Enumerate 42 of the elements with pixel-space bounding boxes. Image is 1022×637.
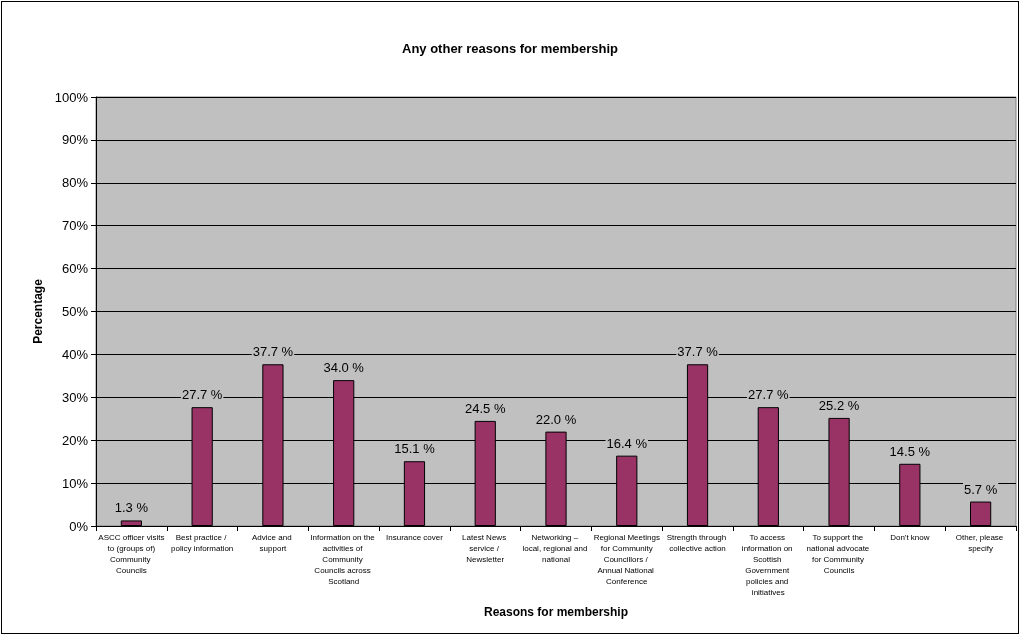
x-axis-title: Reasons for membership: [483, 605, 629, 619]
data-label: 1.3 %: [114, 500, 149, 516]
y-tick-label: 20%: [61, 432, 89, 448]
x-tick-label: To support the national advocate for Community Councils: [806, 533, 872, 575]
y-tick-label: 70%: [61, 218, 89, 234]
data-label: 37.7 %: [677, 344, 719, 360]
data-label: 5.7 %: [963, 481, 998, 497]
y-tick-label: 90%: [61, 132, 89, 148]
data-label: 34.0 %: [323, 360, 365, 376]
y-tick-label: 80%: [61, 175, 89, 191]
data-label: 14.5 %: [889, 443, 931, 459]
data-label: 27.7 %: [748, 387, 789, 403]
x-tick-label: Other, please specify: [955, 533, 1006, 553]
y-tick-label: 10%: [61, 475, 89, 491]
data-label: 27.7 %: [181, 387, 223, 403]
data-label: 15.1 %: [394, 441, 436, 457]
y-tick-label: 100%: [54, 89, 89, 105]
x-tick-label: Regional Meetings for Community Councillors / Annual National Conference: [593, 533, 660, 586]
x-tick-label: Networking – local, regional and national: [522, 533, 590, 564]
y-tick-label: 40%: [61, 346, 89, 362]
data-label: 37.7 %: [252, 344, 294, 360]
x-tick-label: Best practice / policy information: [171, 533, 234, 553]
x-tick-label: To access information on Scottish Government policies and initiatives: [741, 533, 795, 597]
bar: [120, 520, 142, 526]
x-tick-label: Don't know: [890, 533, 930, 542]
data-label: 16.4 %: [606, 435, 648, 451]
data-label: 25.2 %: [818, 397, 860, 413]
y-tick-label: 50%: [61, 304, 89, 319]
x-tick-label: ASCC officer visits to (groups of) Community Councils: [98, 533, 165, 575]
x-tick-label: Insurance cover: [386, 533, 444, 542]
data-label: 24.5 %: [464, 400, 506, 416]
chart-title: Any other reasons for membership: [402, 41, 619, 56]
y-axis-title: Percentage: [30, 278, 45, 344]
data-label: 22.0 %: [535, 411, 577, 427]
x-tick-label: Latest News service / Newsletter: [462, 533, 509, 564]
y-tick-label: 0%: [69, 518, 89, 534]
y-tick-label: 60%: [61, 261, 89, 277]
y-tick-label: 30%: [61, 389, 89, 405]
x-tick-label: Information on the activities of Community Councils across Scotland: [310, 533, 378, 586]
x-tick-label: Strength through collective action: [666, 533, 729, 553]
bar: [970, 501, 992, 526]
x-tick-label: Advice and support: [252, 533, 294, 553]
